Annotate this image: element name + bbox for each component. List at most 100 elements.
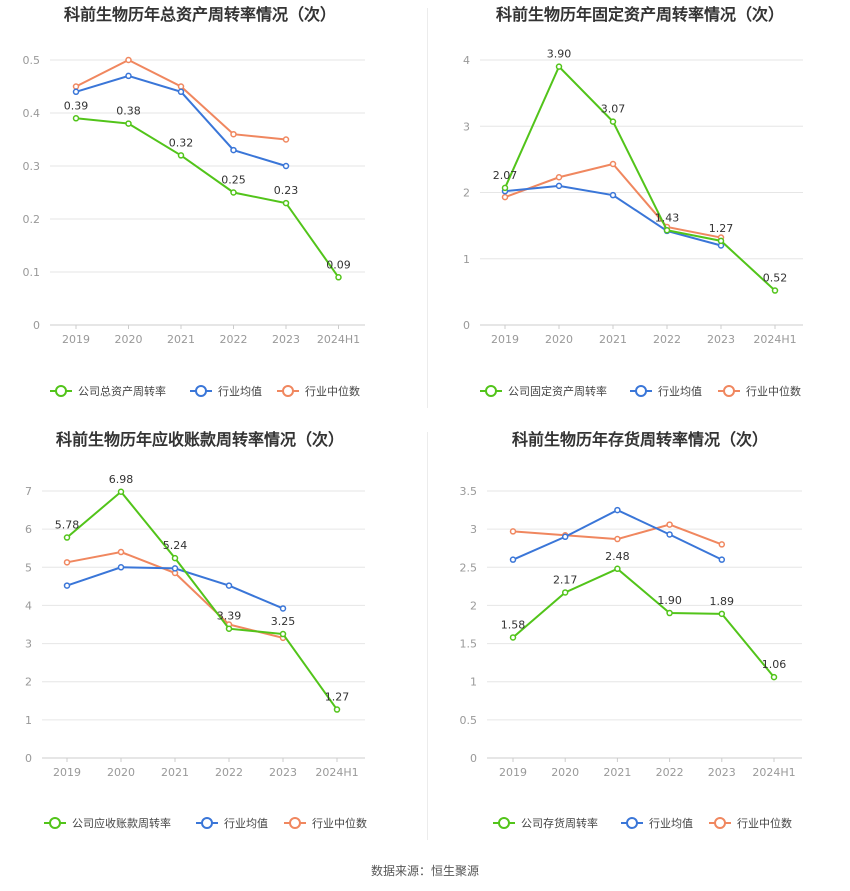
x-tick-label: 2024H1 (315, 766, 358, 779)
x-tick-label: 2019 (53, 766, 81, 779)
legend-label: 行业中位数 (312, 816, 367, 830)
y-tick-label: 3 (25, 638, 32, 651)
data-point-median (666, 521, 673, 528)
y-tick-label: 1 (470, 676, 477, 689)
chart-title: 科前生物历年总资产周转率情况（次） (64, 5, 336, 24)
data-point-company (555, 63, 563, 70)
legend-item-avg: 行业均值 (196, 817, 268, 830)
data-point-company (609, 118, 617, 125)
x-tick-label: 2019 (62, 333, 90, 346)
data-source: 数据来源：恒生聚源 (370, 864, 479, 878)
data-point-avg (177, 88, 185, 96)
legend-item-avg: 行业均值 (190, 385, 262, 398)
x-tick-label: 2023 (708, 766, 736, 779)
data-label: 1.58 (501, 618, 526, 631)
data-point-avg (171, 565, 179, 572)
legend-swatch-marker (289, 817, 301, 829)
data-label: 6.98 (109, 473, 134, 486)
data-label: 0.38 (116, 105, 141, 118)
data-point-company (125, 120, 132, 127)
data-point-median (282, 136, 290, 143)
data-label: 2.17 (553, 573, 578, 586)
data-label: 0.52 (763, 272, 788, 285)
x-tick-label: 2023 (269, 766, 297, 779)
data-point-median (614, 535, 621, 543)
data-point-median (718, 541, 726, 548)
data-label: 2.07 (493, 169, 518, 182)
data-point-company (614, 565, 621, 573)
data-point-company (230, 189, 237, 196)
data-point-avg (609, 191, 617, 199)
data-point-company (225, 625, 233, 632)
x-tick-label: 2024H1 (752, 766, 795, 779)
x-tick-label: 2022 (656, 766, 684, 779)
data-label: 1.27 (325, 691, 350, 704)
x-tick-label: 2020 (551, 766, 579, 779)
data-point-company (501, 184, 509, 192)
legend-item-avg: 行业均值 (630, 385, 702, 398)
data-point-company (509, 634, 517, 641)
legend-item-median: 行业中位数 (277, 384, 360, 398)
data-label: 1.27 (709, 222, 734, 235)
data-label: 1.06 (762, 658, 787, 671)
legend-swatch-marker (195, 385, 207, 397)
series-line-median (75, 58, 287, 141)
x-tick-label: 2022 (215, 766, 243, 779)
series-line-company (66, 490, 338, 711)
data-label: 0.23 (274, 184, 299, 197)
chart-title: 科前生物历年应收账款周转率情况（次） (56, 430, 344, 449)
data-point-avg (279, 605, 287, 612)
data-point-avg (718, 556, 726, 563)
legend-label: 行业中位数 (746, 384, 801, 398)
data-label: 3.90 (547, 48, 572, 61)
data-point-avg (509, 556, 517, 563)
data-label: 1.89 (710, 595, 735, 608)
chart-inventory-turnover: 科前生物历年存货周转率情况（次） 0 0.5 1 1.5 2 2.5 3 3.5 2019 2020… (425, 430, 850, 860)
legend-swatch-marker (282, 385, 294, 397)
legend-swatch-marker (723, 385, 735, 397)
x-tick-label: 2024H1 (753, 333, 796, 346)
legend-swatch-marker (201, 817, 213, 829)
data-point-company (718, 610, 726, 618)
chart-total-asset-turnover: 科前生物历年总资产周转率情况（次） 0 0.1 0.2 0.3 0.4 0.5 2019 202… (0, 0, 425, 430)
data-point-company (117, 488, 125, 496)
data-point-median (501, 193, 509, 201)
data-point-avg (666, 531, 673, 538)
data-point-company (333, 706, 341, 713)
legend-label: 公司总资产周转率 (78, 384, 166, 398)
x-tick-label: 2020 (545, 333, 573, 346)
data-point-median (63, 559, 71, 566)
data-point-avg (225, 582, 233, 589)
y-tick-label: 0.2 (23, 213, 41, 226)
chart-svg: 科前生物历年固定资产周转率情况（次） 0 1 2 3 4 2019 2020 2021 2022 2… (463, 5, 803, 398)
x-tick-label: 2019 (499, 766, 527, 779)
x-tick-label: 2020 (115, 333, 143, 346)
data-point-company (771, 287, 779, 294)
chart-receivables-turnover: 科前生物历年应收账款周转率情况（次） 0 1 2 3 4 5 6 7 2019 2020 2021 20… (0, 430, 425, 860)
chart-svg: 科前生物历年应收账款周转率情况（次） 0 1 2 3 4 5 6 7 2019 2020 2021 20… (25, 430, 367, 830)
x-tick-label: 2023 (272, 333, 300, 346)
data-label: 5.78 (55, 519, 80, 532)
legend-item-company: 公司固定资产周转率 (480, 384, 607, 398)
legend-item-company: 公司总资产周转率 (50, 384, 166, 398)
chart-title: 科前生物历年固定资产周转率情况（次） (496, 5, 784, 24)
data-point-avg (555, 182, 563, 190)
y-tick-label: 7 (25, 485, 32, 498)
x-tick-label: 2021 (161, 766, 189, 779)
y-tick-label: 2 (470, 599, 477, 612)
data-point-median (117, 548, 125, 556)
x-tick-label: 2023 (707, 333, 735, 346)
data-label: 2.48 (605, 550, 630, 563)
data-label: 3.07 (601, 103, 626, 116)
legend-label: 行业中位数 (305, 384, 360, 398)
data-point-company (171, 554, 179, 562)
y-tick-label: 0.4 (23, 107, 41, 120)
data-point-median (230, 130, 237, 138)
data-point-median (509, 528, 517, 535)
data-point-company (282, 199, 290, 207)
y-tick-label: 0 (470, 752, 477, 765)
y-tick-label: 2 (25, 676, 32, 689)
legend-swatch-marker (55, 385, 67, 397)
x-tick-label: 2021 (167, 333, 195, 346)
data-point-avg (282, 162, 290, 170)
